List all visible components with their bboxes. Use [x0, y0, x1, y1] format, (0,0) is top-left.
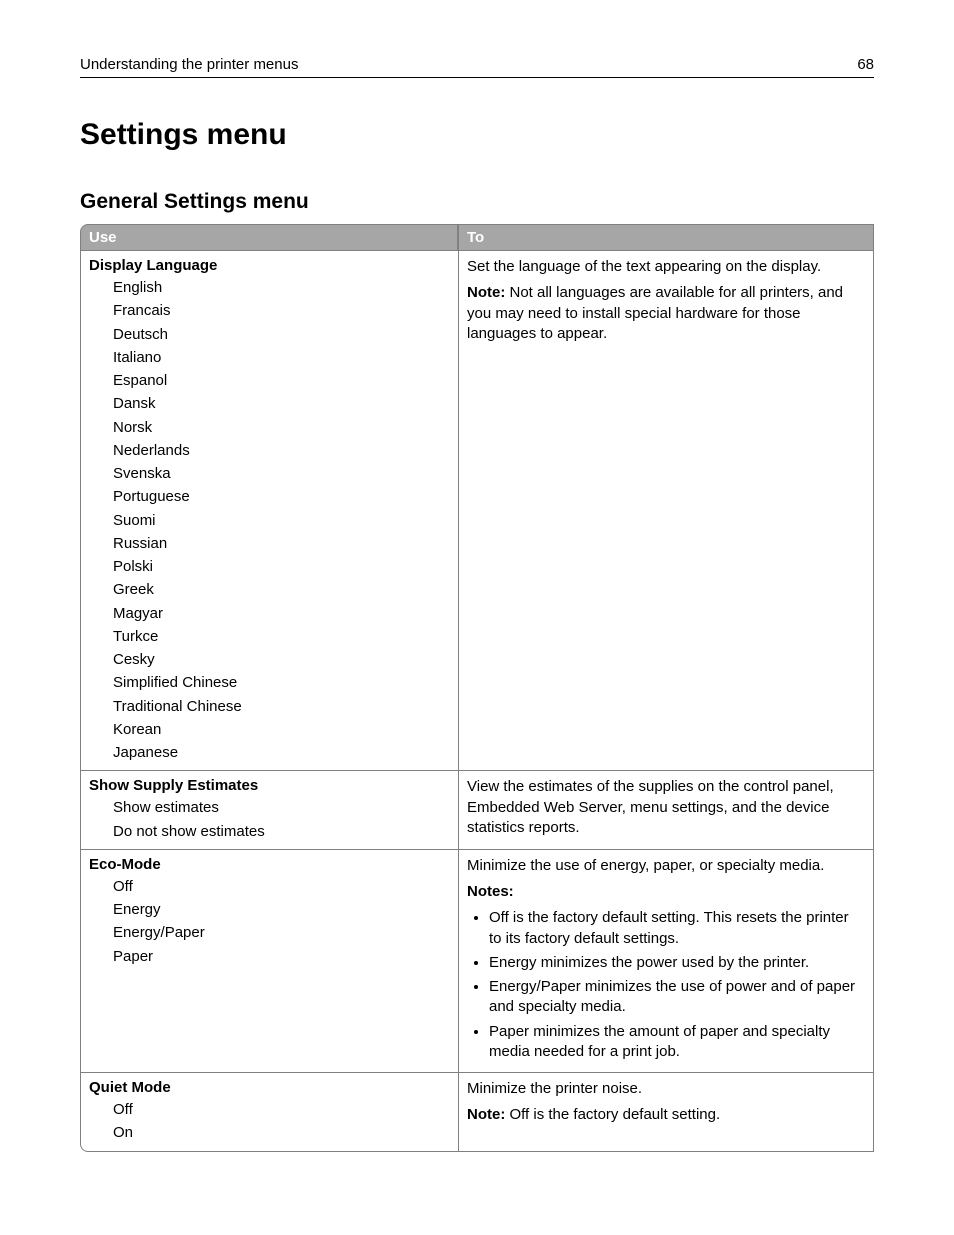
option: Do not show estimates	[113, 820, 450, 843]
option: Energy	[113, 898, 450, 921]
header-page-number: 68	[857, 56, 874, 73]
option: Espanol	[113, 369, 450, 392]
table-row: Eco-Mode Off Energy Energy/Paper Paper M…	[80, 850, 874, 1073]
setting-name: Eco-Mode	[89, 856, 450, 873]
note-item: Energy/Paper minimizes the use of power …	[489, 977, 865, 1018]
option: Nederlands	[113, 439, 450, 462]
setting-name: Display Language	[89, 257, 450, 274]
setting-desc: Minimize the use of energy, paper, or sp…	[467, 856, 865, 876]
notes-list: Off is the factory default setting. This…	[467, 908, 865, 1062]
setting-note: Note: Off is the factory default setting…	[467, 1105, 865, 1125]
option-list: Off Energy Energy/Paper Paper	[113, 875, 450, 968]
option: Traditional Chinese	[113, 695, 450, 718]
option-list: Show estimates Do not show estimates	[113, 796, 450, 843]
option: Russian	[113, 532, 450, 555]
option: Simplified Chinese	[113, 671, 450, 694]
option: Off	[113, 875, 450, 898]
setting-name: Quiet Mode	[89, 1079, 450, 1096]
option: Italiano	[113, 346, 450, 369]
option: Greek	[113, 578, 450, 601]
option: Norsk	[113, 416, 450, 439]
note-item: Paper minimizes the amount of paper and …	[489, 1022, 865, 1063]
option: Japanese	[113, 741, 450, 764]
setting-desc: Set the language of the text appearing o…	[467, 257, 865, 277]
option: Energy/Paper	[113, 921, 450, 944]
col-header-use: Use	[80, 224, 458, 251]
note-item: Energy minimizes the power used by the p…	[489, 953, 865, 973]
option: Suomi	[113, 509, 450, 532]
option: Deutsch	[113, 323, 450, 346]
option-list: English Francais Deutsch Italiano Espano…	[113, 276, 450, 764]
setting-note: Note: Not all languages are available fo…	[467, 283, 865, 344]
option: Polski	[113, 555, 450, 578]
table-row: Quiet Mode Off On Minimize the printer n…	[80, 1073, 874, 1152]
option: Cesky	[113, 648, 450, 671]
header-section: Understanding the printer menus	[80, 56, 298, 73]
note-item: Off is the factory default setting. This…	[489, 908, 865, 949]
table-row: Display Language English Francais Deutsc…	[80, 251, 874, 771]
table-row: Show Supply Estimates Show estimates Do …	[80, 771, 874, 850]
option: Dansk	[113, 392, 450, 415]
running-header: Understanding the printer menus 68	[80, 56, 874, 78]
setting-desc: Minimize the printer noise.	[467, 1079, 865, 1099]
option: Francais	[113, 299, 450, 322]
option: Off	[113, 1098, 450, 1121]
option: Korean	[113, 718, 450, 741]
option: Show estimates	[113, 796, 450, 819]
option: On	[113, 1121, 450, 1144]
option: Paper	[113, 945, 450, 968]
section-title: General Settings menu	[80, 190, 874, 214]
settings-table: Use To Display Language English Francais…	[80, 224, 874, 1152]
page-title: Settings menu	[80, 118, 874, 152]
page: Understanding the printer menus 68 Setti…	[0, 0, 954, 1235]
option: Svenska	[113, 462, 450, 485]
option: Turkce	[113, 625, 450, 648]
option-list: Off On	[113, 1098, 450, 1145]
col-header-to: To	[458, 224, 874, 251]
notes-label: Notes:	[467, 882, 865, 902]
option: English	[113, 276, 450, 299]
setting-desc: View the estimates of the supplies on th…	[467, 777, 865, 838]
setting-name: Show Supply Estimates	[89, 777, 450, 794]
option: Portuguese	[113, 485, 450, 508]
option: Magyar	[113, 602, 450, 625]
